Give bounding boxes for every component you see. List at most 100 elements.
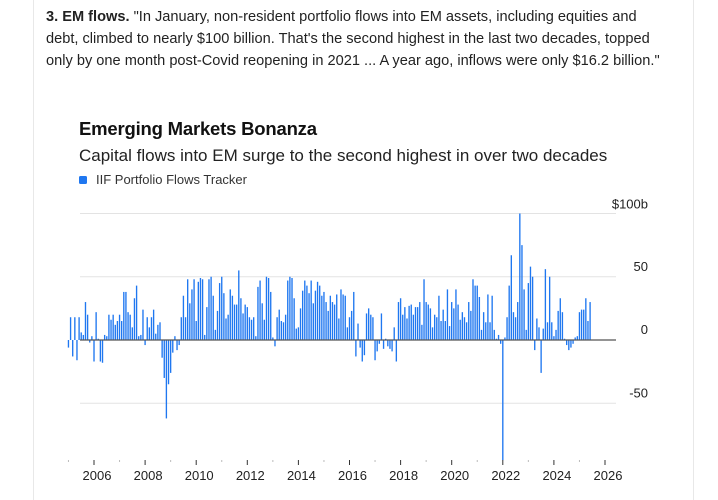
bar	[580, 309, 583, 340]
bar	[514, 317, 517, 340]
y-tick-label: $100b	[612, 197, 648, 212]
bar	[502, 340, 504, 461]
bar	[261, 303, 263, 340]
bar	[578, 312, 581, 340]
bar	[223, 293, 225, 340]
bar	[106, 336, 108, 340]
bar	[485, 322, 487, 340]
bar	[540, 340, 542, 373]
bar	[329, 295, 332, 340]
bar	[110, 319, 112, 340]
bar	[561, 312, 564, 340]
bar	[321, 295, 323, 340]
article-card	[33, 0, 694, 500]
bar	[385, 338, 387, 340]
bar	[95, 312, 97, 340]
bar	[551, 322, 553, 340]
bar	[293, 298, 295, 340]
bar	[457, 304, 459, 340]
bar	[414, 307, 417, 340]
bar	[91, 336, 93, 340]
bar	[416, 307, 419, 340]
bar	[500, 340, 502, 344]
bar	[199, 278, 202, 340]
bar	[342, 294, 344, 340]
bar	[529, 266, 532, 340]
bar	[184, 317, 187, 340]
bar	[227, 314, 229, 340]
bar	[380, 313, 383, 340]
bar	[97, 338, 99, 340]
bar	[542, 328, 544, 340]
bar	[440, 321, 442, 340]
bar	[363, 340, 366, 356]
bar	[346, 327, 349, 340]
bar	[297, 327, 300, 340]
bars	[67, 213, 591, 461]
bar	[459, 319, 461, 340]
bar	[216, 310, 219, 340]
bar	[497, 334, 500, 340]
bar	[67, 340, 70, 348]
bar	[93, 340, 95, 362]
bar	[461, 312, 464, 340]
legend-swatch-icon	[79, 175, 87, 184]
bar	[534, 340, 536, 351]
bar	[512, 312, 515, 340]
bar	[282, 322, 285, 340]
bar	[103, 334, 106, 340]
bar	[250, 319, 253, 340]
chart-subtitle: Capital flows into EM surge to the secon…	[79, 146, 608, 165]
bar	[108, 314, 110, 340]
bar	[242, 313, 244, 340]
bar	[372, 317, 374, 340]
bar	[378, 340, 380, 344]
paragraph-lead: 3. EM flows.	[46, 9, 130, 25]
bar	[563, 338, 566, 340]
bar	[280, 321, 283, 340]
bar	[444, 321, 446, 340]
y-tick-label: -50	[629, 385, 648, 400]
bar	[508, 285, 510, 340]
bar	[442, 309, 444, 340]
bar	[519, 213, 521, 340]
bar	[408, 305, 410, 340]
paragraph-quote: "In January, non-resident portfolio flow…	[46, 9, 660, 69]
bar	[240, 298, 242, 340]
bar	[231, 295, 234, 340]
bar	[410, 304, 412, 340]
bar	[523, 289, 525, 340]
bar	[374, 340, 376, 361]
bar	[248, 317, 251, 340]
bar	[504, 337, 506, 340]
bar	[197, 281, 199, 340]
bar	[82, 334, 85, 340]
bar	[161, 340, 163, 358]
bar	[206, 307, 208, 340]
bar	[465, 322, 468, 340]
bar	[429, 308, 432, 340]
bar	[99, 340, 102, 362]
bar	[84, 302, 87, 340]
y-axis-labels: $100b 50 0 -50	[612, 197, 648, 401]
bar	[129, 314, 131, 340]
bar	[121, 321, 123, 340]
article-paragraph: 3. EM flows. "In January, non-resident p…	[46, 6, 666, 72]
bar	[546, 322, 549, 340]
bar	[195, 321, 197, 340]
bar	[180, 317, 182, 340]
bar	[125, 291, 127, 340]
bar	[225, 318, 227, 340]
bar	[583, 309, 585, 340]
bar	[412, 314, 415, 340]
bar	[474, 285, 476, 340]
bar	[238, 270, 240, 340]
bar	[453, 308, 455, 340]
bar	[353, 291, 355, 340]
bar	[246, 307, 248, 340]
bar	[189, 303, 191, 340]
bar	[576, 336, 578, 340]
gridlines	[80, 213, 616, 404]
bar	[348, 317, 351, 340]
bar	[174, 336, 176, 340]
